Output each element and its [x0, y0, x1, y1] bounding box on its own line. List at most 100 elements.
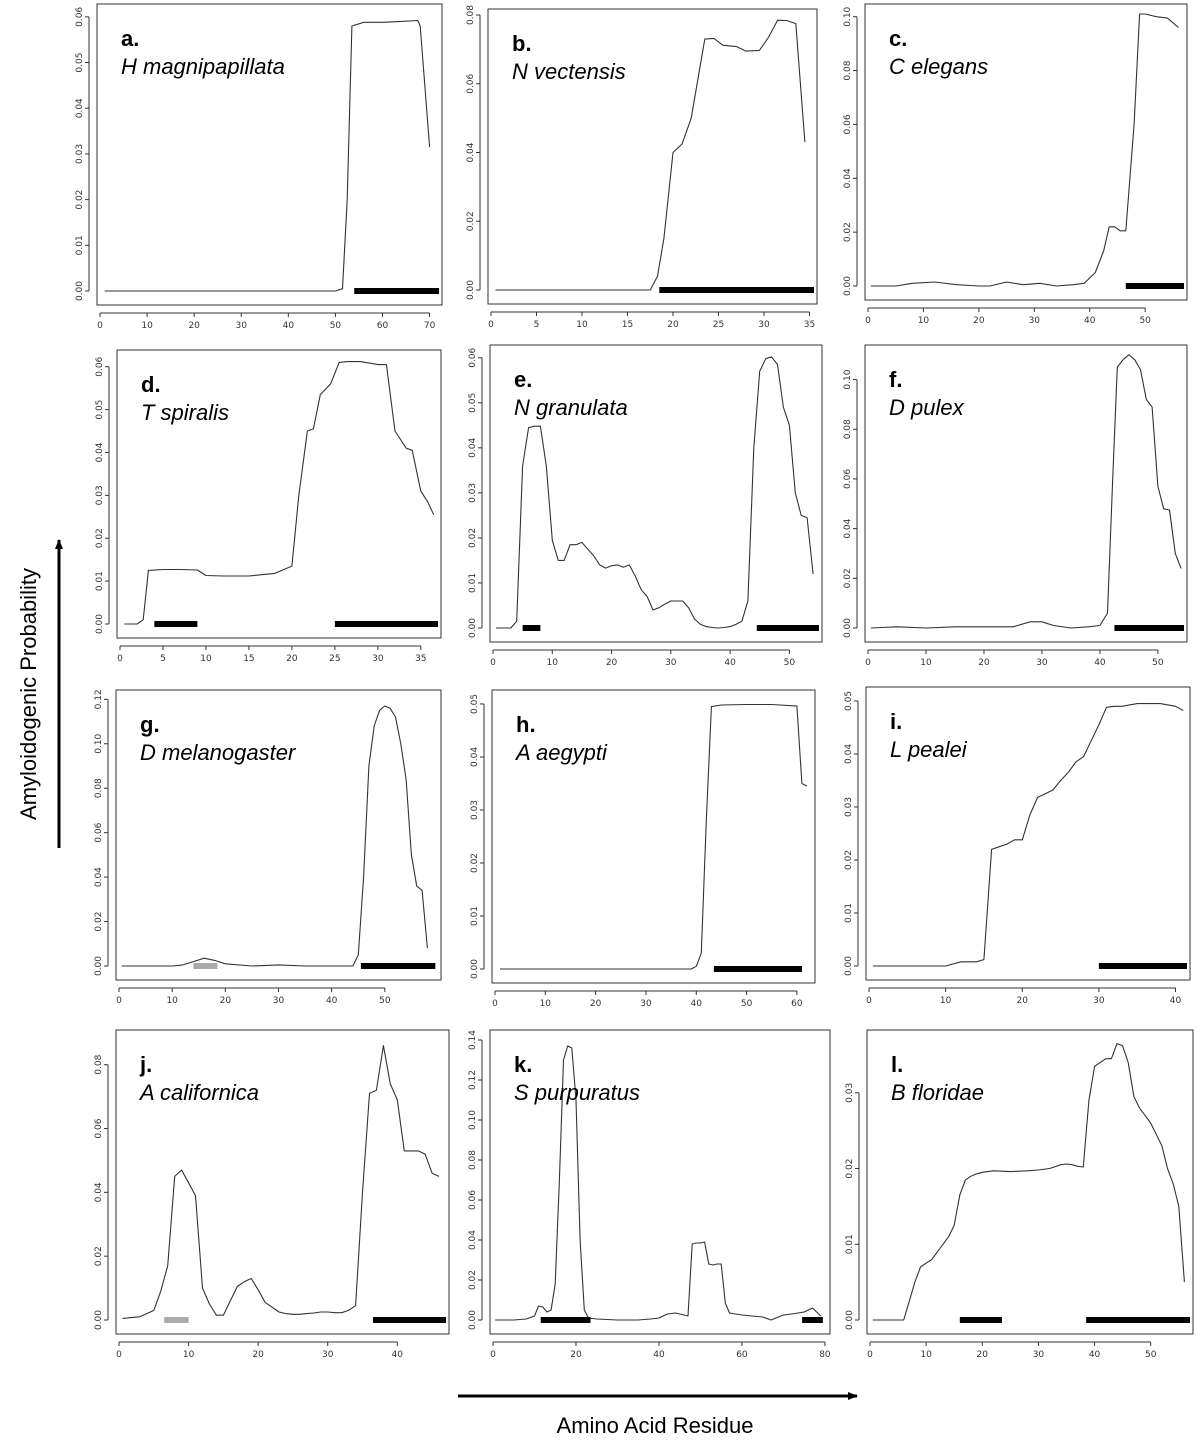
y-tick-label: 0.02 [845, 1159, 855, 1179]
panel-letter: c. [889, 26, 907, 51]
y-tick-label: 0.01 [75, 235, 85, 255]
y-tick-label: 0.03 [844, 797, 854, 817]
species-name: B floridae [891, 1080, 984, 1105]
probability-line [872, 703, 1184, 967]
x-tick-label: 40 [1094, 658, 1106, 668]
y-tick-label: 0.10 [843, 6, 853, 26]
x-tick-label: 20 [978, 658, 990, 668]
y-tick-label: 0.02 [470, 853, 480, 873]
y-tick-label: 0.08 [466, 5, 476, 25]
y-tick-label: 0.02 [468, 1270, 478, 1290]
y-tick-label: 0.00 [468, 618, 478, 638]
panel-letter: j. [139, 1052, 152, 1077]
y-tick-label: 0.04 [466, 142, 476, 162]
plot-frame [864, 3, 1188, 301]
y-tick-label: 0.12 [468, 1070, 478, 1090]
x-tick-label: 0 [488, 320, 494, 330]
y-tick-label: 0.00 [94, 1310, 104, 1330]
x-tick-label: 20 [590, 999, 602, 1009]
segment-bar-dark [540, 1317, 591, 1323]
y-axis: 0.00 0.02 0.04 0.06 0.08 0.10 0.12 [94, 689, 109, 976]
segment-bar-dark [959, 1317, 1002, 1323]
panel-f: 0 10 20 30 40 50 0.00 0.02 0.04 0.06 0.08 0.10 f. D p… [843, 344, 1188, 668]
y-axis: 0.00 0.01 0.02 0.03 0.04 0.05 [470, 694, 485, 979]
y-tick-label: 0.04 [843, 168, 853, 188]
y-tick-label: 0.06 [75, 7, 85, 27]
plot-frame [489, 1029, 831, 1335]
x-tick-label: 20 [973, 316, 985, 326]
x-tick-label: 40 [392, 1350, 404, 1360]
species-name: N vectensis [512, 59, 626, 84]
plot-frame [864, 344, 1188, 643]
panel-letter: i. [890, 709, 902, 734]
species-name: T spiralis [141, 400, 229, 425]
y-tick-label: 0.01 [468, 573, 478, 593]
x-tick-label: 0 [116, 1350, 122, 1360]
y-tick-label: 0.04 [470, 747, 480, 767]
panel-letter: d. [141, 372, 161, 397]
panel-i: 0 10 20 30 40 0.00 0.01 0.02 0.03 0.04 0.05 i. L pea… [844, 686, 1191, 1006]
x-tick-label: 70 [424, 321, 436, 331]
plot-frame [487, 8, 818, 305]
x-tick-label: 20 [606, 658, 618, 668]
x-axis: 0 10 20 30 40 [116, 1341, 404, 1360]
x-axis: 0 10 20 30 40 50 [865, 307, 1151, 326]
x-tick-label: 0 [97, 321, 103, 331]
y-tick-label: 0.03 [468, 483, 478, 503]
panel-b: 0 5 10 15 20 25 30 35 0.00 0.02 0.04 0.06 0.08 b. N ve… [466, 5, 818, 330]
segment-bar-dark [372, 1317, 446, 1323]
x-axis: 0 10 20 30 40 50 60 [492, 990, 803, 1009]
y-tick-label: 0.02 [94, 912, 104, 932]
panel-e: 0 10 20 30 40 50 0.00 0.01 0.02 0.03 0.04 0.05 0.06 e… [468, 344, 823, 668]
x-tick-label: 20 [220, 996, 232, 1006]
y-axis: 0.00 0.01 0.02 0.03 [845, 1083, 860, 1330]
x-tick-label: 5 [534, 320, 540, 330]
x-tick-label: 30 [273, 996, 285, 1006]
x-axis: 0 5 10 15 20 25 30 35 [488, 311, 815, 330]
x-axis-title: Amino Acid Residue [557, 1413, 754, 1438]
x-axis: 0 10 20 30 40 50 [867, 1341, 1157, 1360]
x-tick-label: 30 [1029, 316, 1041, 326]
x-tick-label: 5 [160, 654, 166, 664]
x-tick-label: 10 [141, 321, 153, 331]
probability-line [496, 356, 814, 629]
y-tick-label: 0.00 [466, 280, 476, 300]
y-tick-label: 0.05 [75, 53, 85, 73]
x-tick-label: 10 [576, 320, 588, 330]
species-name: H magnipapillata [121, 54, 285, 79]
x-tick-label: 0 [490, 658, 496, 668]
y-tick-label: 0.06 [843, 114, 853, 134]
y-tick-label: 0.06 [94, 822, 104, 842]
x-tick-label: 10 [918, 316, 930, 326]
x-tick-label: 35 [415, 654, 426, 664]
x-tick-label: 10 [200, 654, 212, 664]
segment-bar-light [193, 963, 218, 969]
y-tick-label: 0.10 [843, 369, 853, 389]
y-tick-label: 0.00 [75, 281, 85, 301]
y-axis: 0.00 0.01 0.02 0.03 0.04 0.05 [844, 691, 859, 976]
y-tick-label: 0.08 [94, 1054, 104, 1074]
x-tick-label: 30 [322, 1350, 334, 1360]
panel-letter: k. [514, 1052, 532, 1077]
panel-letter: b. [512, 31, 532, 56]
y-tick-label: 0.04 [468, 438, 478, 458]
x-tick-label: 60 [736, 1350, 748, 1360]
y-tick-label: 0.03 [470, 800, 480, 820]
y-tick-label: 0.08 [843, 60, 853, 80]
x-tick-label: 20 [286, 654, 298, 664]
y-tick-label: 0.05 [468, 393, 478, 413]
x-tick-label: 30 [665, 658, 677, 668]
y-tick-label: 0.01 [95, 571, 105, 591]
y-tick-label: 0.05 [470, 694, 480, 714]
y-axis: 0.00 0.01 0.02 0.03 0.04 0.05 0.06 [95, 356, 110, 634]
x-tick-label: 50 [784, 658, 796, 668]
y-tick-label: 0.10 [468, 1110, 478, 1130]
x-tick-label: 40 [1084, 316, 1096, 326]
x-tick-label: 0 [490, 1350, 496, 1360]
y-tick-label: 0.01 [470, 906, 480, 926]
probability-line [104, 19, 431, 292]
x-tick-label: 30 [1036, 658, 1048, 668]
species-name: C elegans [889, 54, 988, 79]
y-tick-label: 0.03 [75, 144, 85, 164]
plot-frame [115, 1029, 450, 1335]
